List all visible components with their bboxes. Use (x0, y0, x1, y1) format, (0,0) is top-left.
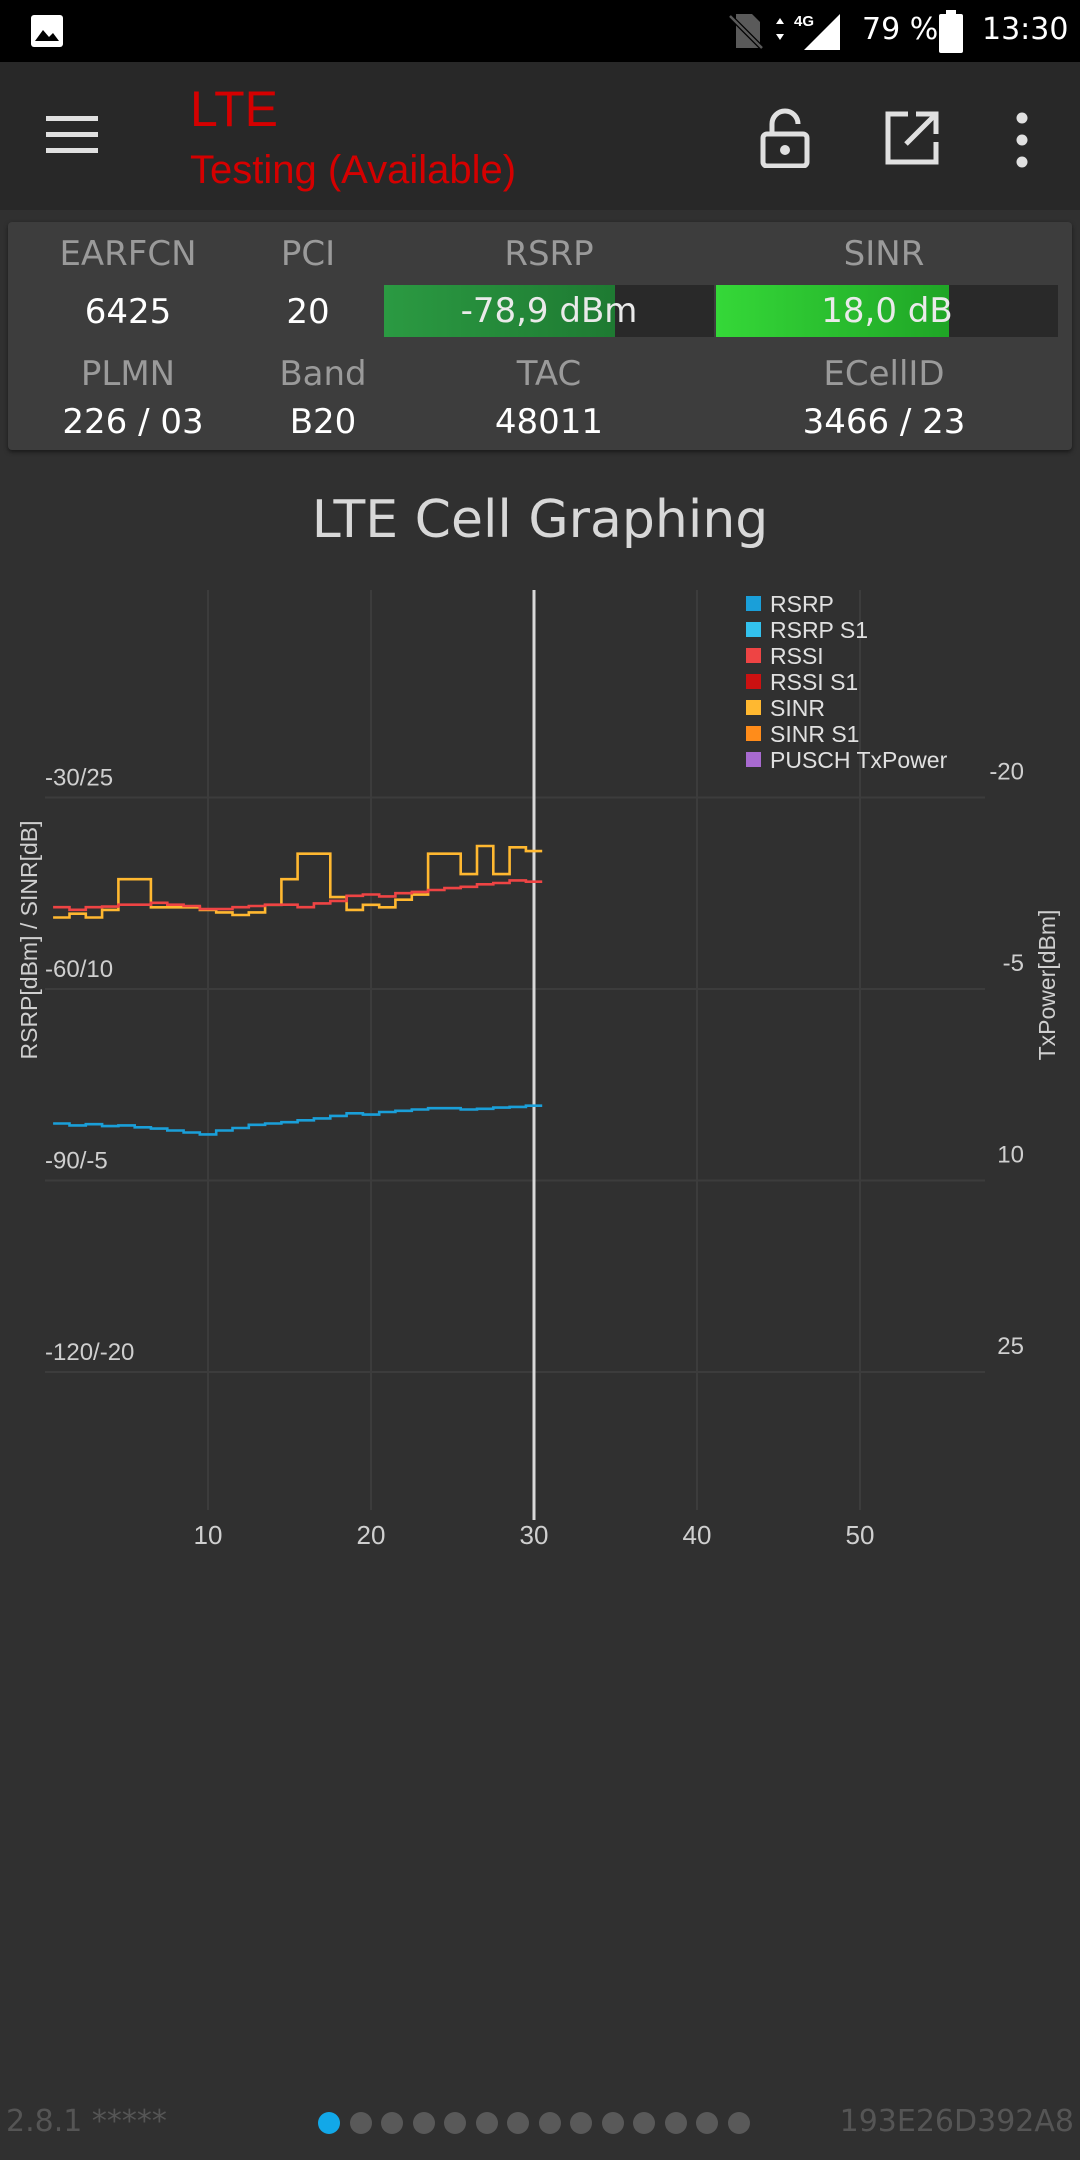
app-subtitle: Testing (Available) (190, 148, 517, 192)
sinr-label: SINR (843, 234, 925, 274)
legend-swatch (746, 700, 761, 715)
band-label: Band (279, 354, 367, 394)
legend-swatch (746, 648, 761, 663)
earfcn-label: EARFCN (59, 234, 197, 274)
legend-swatch (746, 622, 761, 637)
x-tick-label: 30 (520, 1520, 549, 1550)
cell-info-panel: EARFCN PCI RSRP SINR 6425 20 -78,9 dBm 1… (8, 222, 1072, 450)
legend-swatch (746, 596, 761, 611)
more-vert-icon[interactable] (1006, 110, 1038, 170)
y-axis-label-left: RSRP[dBm] / SINR[dB] (16, 820, 42, 1059)
y-tick-label-left: -120/-20 (45, 1339, 134, 1366)
page-dot[interactable] (412, 2112, 435, 2134)
legend-swatch (746, 752, 761, 767)
legend-label: SINR S1 (770, 721, 859, 747)
legend-label: PUSCH TxPower (770, 747, 948, 773)
x-tick-label: 50 (846, 1520, 875, 1550)
band-value: B20 (289, 402, 357, 442)
rsrp-value: -78,9 dBm (460, 291, 638, 331)
legend-swatch (746, 726, 761, 741)
menu-icon[interactable] (44, 110, 100, 160)
open-external-icon[interactable] (884, 110, 940, 166)
battery-icon (939, 10, 963, 53)
no-sim-icon (728, 14, 764, 50)
earfcn-value: 6425 (84, 292, 172, 332)
legend-label: RSSI S1 (770, 669, 858, 695)
series-line-rsrp (53, 1104, 543, 1136)
series-line-rssi (53, 879, 543, 912)
tac-label: TAC (516, 354, 582, 394)
legend-label: RSSI (770, 643, 824, 669)
pci-value: 20 (286, 292, 330, 332)
page-dot[interactable] (633, 2112, 655, 2134)
battery-percent: 79 % (862, 12, 939, 47)
status-bar: 4G 79 % 13:30 (0, 0, 1080, 62)
page-dot[interactable] (570, 2112, 592, 2134)
rsrp-bar: -78,9 dBm (384, 285, 714, 337)
y-axis-label-right: TxPower[dBm] (1034, 910, 1060, 1061)
y-tick-label-right: -5 (1003, 950, 1024, 977)
page-dot[interactable] (538, 2112, 561, 2134)
sinr-bar-fill (716, 285, 949, 337)
app-version: 2.8.1 ***** (6, 2104, 167, 2139)
clock: 13:30 (982, 12, 1069, 47)
ecellid-label: ECellID (823, 354, 945, 394)
legend-swatch (746, 674, 761, 689)
page-dot[interactable] (349, 2112, 372, 2134)
y-tick-label-right: -20 (989, 759, 1024, 786)
y-tick-label-left: -30/25 (45, 765, 113, 792)
page-dot[interactable] (696, 2112, 718, 2134)
app-title: LTE (190, 81, 278, 137)
y-tick-label-right: 25 (997, 1333, 1024, 1360)
page-dot[interactable] (318, 2112, 340, 2134)
lock-icon[interactable] (758, 108, 812, 168)
gallery-icon (31, 15, 63, 47)
y-tick-label-left: -90/-5 (45, 1148, 108, 1175)
plmn-label: PLMN (80, 354, 176, 394)
signal-icon: 4G (776, 13, 840, 50)
page-dot[interactable] (381, 2112, 403, 2134)
legend-label: RSRP S1 (770, 617, 868, 643)
rsrp-label: RSRP (504, 234, 594, 274)
ecellid-value: 3466 / 23 (802, 402, 966, 442)
x-tick-label: 20 (357, 1520, 386, 1550)
y-tick-label-right: 10 (997, 1142, 1024, 1169)
page-dot[interactable] (664, 2112, 687, 2134)
page-dot[interactable] (601, 2112, 624, 2134)
page-dot[interactable] (507, 2112, 529, 2134)
sinr-bar: 18,0 dB (716, 285, 1058, 337)
page-dot[interactable] (475, 2112, 498, 2134)
page-dot[interactable] (444, 2112, 466, 2134)
series-line-sinr (53, 844, 543, 919)
sinr-value: 18,0 dB (821, 291, 953, 331)
device-id: 193E26D392A8 (839, 2104, 1074, 2139)
x-tick-label: 10 (194, 1520, 223, 1550)
legend-label: RSRP (770, 591, 834, 617)
rsrp-bar-fill (384, 285, 615, 337)
chart-title: LTE Cell Graphing (311, 490, 769, 550)
pci-label: PCI (280, 234, 336, 274)
y-tick-label-left: -60/10 (45, 956, 113, 983)
network-type-label: 4G (794, 13, 814, 30)
page-dot[interactable] (727, 2112, 750, 2134)
legend-label: SINR (770, 695, 825, 721)
x-tick-label: 40 (683, 1520, 712, 1550)
tac-value: 48011 (494, 402, 604, 442)
lte-cell-chart[interactable]: -30/25 -20 -60/10 -5 -90/-5 10 -120/-20 25 10 20 3… (0, 560, 1080, 1560)
plmn-value: 226 / 03 (62, 402, 204, 442)
app-bar: LTE Testing (Available) (0, 62, 1080, 210)
